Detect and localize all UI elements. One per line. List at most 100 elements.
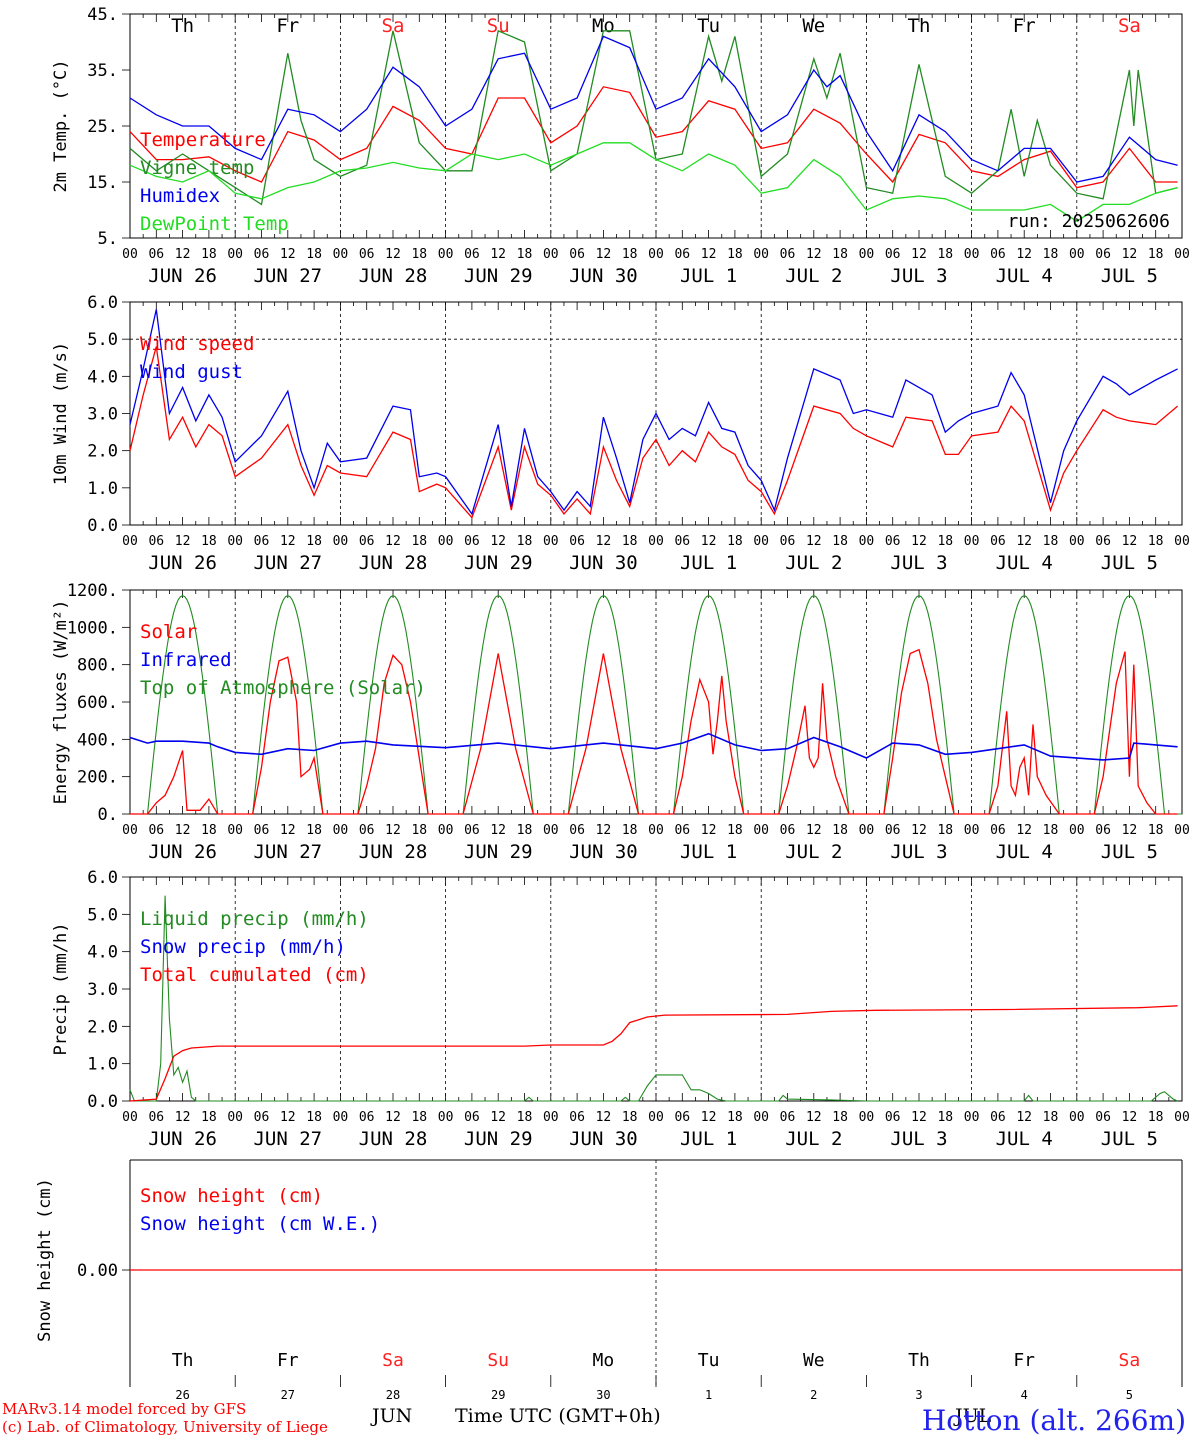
hour-tick-label: 00 bbox=[859, 1110, 875, 1125]
hour-tick-label: 00 bbox=[543, 534, 559, 549]
hour-tick-label: 18 bbox=[622, 823, 638, 838]
hour-tick-label: 18 bbox=[832, 1110, 848, 1125]
hour-tick-label: 00 bbox=[964, 823, 980, 838]
series-line-red bbox=[130, 648, 1178, 815]
date-label: JUN 28 bbox=[359, 841, 428, 863]
hour-tick-label: 06 bbox=[254, 247, 270, 262]
date-label: JUL 1 bbox=[680, 552, 737, 574]
hour-tick-label: 06 bbox=[359, 823, 375, 838]
hour-tick-label: 00 bbox=[227, 247, 243, 262]
hour-tick-label: 00 bbox=[122, 823, 138, 838]
date-label: JUL 3 bbox=[890, 552, 947, 574]
date-label: JUL 1 bbox=[680, 841, 737, 863]
hour-tick-label: 00 bbox=[543, 1110, 559, 1125]
hour-tick-label: 06 bbox=[885, 534, 901, 549]
hour-tick-label: 00 bbox=[333, 823, 349, 838]
hour-tick-label: 12 bbox=[911, 823, 927, 838]
hour-tick-label: 18 bbox=[517, 1110, 533, 1125]
hour-tick-label: 06 bbox=[674, 1110, 690, 1125]
hour-tick-label: 12 bbox=[490, 534, 506, 549]
hour-tick-label: 06 bbox=[990, 247, 1006, 262]
weekday-label: Tu bbox=[698, 1350, 720, 1371]
series-line-red bbox=[129, 346, 1179, 519]
hour-tick-label: 12 bbox=[385, 823, 401, 838]
date-label: JUN 29 bbox=[464, 841, 533, 863]
month-label-jun: JUN bbox=[372, 1405, 413, 1427]
hour-tick-label: 18 bbox=[832, 247, 848, 262]
hour-tick-label: 06 bbox=[1095, 1110, 1111, 1125]
hour-tick-label: 12 bbox=[596, 1110, 612, 1125]
y-tick-label: 35. bbox=[87, 61, 118, 81]
hour-tick-label: 18 bbox=[1043, 823, 1059, 838]
hour-tick-label: 18 bbox=[517, 534, 533, 549]
hour-tick-label: 12 bbox=[175, 247, 191, 262]
hour-tick-label: 00 bbox=[543, 247, 559, 262]
y-tick-label: 2.0 bbox=[87, 1017, 118, 1037]
weekday-label: We bbox=[802, 15, 825, 37]
legend-label: Solar bbox=[140, 621, 197, 643]
hour-tick-label: 00 bbox=[1069, 823, 1085, 838]
hour-tick-label: 12 bbox=[806, 1110, 822, 1125]
hour-tick-label: 06 bbox=[148, 1110, 164, 1125]
hour-tick-label: 00 bbox=[1174, 1110, 1190, 1125]
hour-tick-label: 06 bbox=[359, 534, 375, 549]
hour-tick-label: 00 bbox=[122, 1110, 138, 1125]
time-axis-label: Time UTC (GMT+0h) bbox=[455, 1405, 661, 1427]
weekday-label: Sa bbox=[1119, 1350, 1141, 1371]
date-label: JUL 5 bbox=[1101, 265, 1158, 287]
weekday-label: Sa bbox=[382, 1350, 404, 1371]
hour-tick-label: 18 bbox=[201, 247, 217, 262]
y-axis-label: Snow height (cm) bbox=[35, 1178, 55, 1342]
run-label: run: 2025062606 bbox=[1007, 211, 1170, 232]
hour-tick-label: 18 bbox=[937, 823, 953, 838]
day-number-label: 28 bbox=[386, 1388, 400, 1402]
hour-tick-label: 00 bbox=[753, 247, 769, 262]
y-tick-label: 5.0 bbox=[87, 905, 118, 925]
hour-tick-label: 00 bbox=[438, 534, 454, 549]
legend-label: Snow precip (mm/h) bbox=[140, 936, 346, 958]
hour-tick-label: 18 bbox=[411, 823, 427, 838]
hour-tick-label: 06 bbox=[569, 1110, 585, 1125]
hour-tick-label: 18 bbox=[411, 247, 427, 262]
y-axis-label: Energy fluxes (W/m²) bbox=[51, 600, 71, 805]
hour-tick-label: 18 bbox=[832, 823, 848, 838]
weekday-label: Fr bbox=[276, 15, 299, 37]
hour-tick-label: 06 bbox=[148, 534, 164, 549]
y-tick-label: 6.0 bbox=[87, 868, 118, 888]
hour-tick-label: 06 bbox=[885, 823, 901, 838]
series-line-green bbox=[129, 895, 1178, 1102]
hour-tick-label: 00 bbox=[964, 1110, 980, 1125]
hour-tick-label: 18 bbox=[1043, 247, 1059, 262]
legend-label: Temperature bbox=[140, 129, 266, 151]
date-label: JUL 4 bbox=[996, 265, 1053, 287]
weekday-label: Tu bbox=[697, 15, 720, 37]
copyright-text: (c) Lab. of Climatology, University of L… bbox=[2, 1418, 328, 1436]
hour-tick-label: 00 bbox=[333, 1110, 349, 1125]
hour-tick-label: 00 bbox=[648, 534, 664, 549]
hour-tick-label: 06 bbox=[254, 823, 270, 838]
station-title: Hotton (alt. 266m) bbox=[921, 1404, 1186, 1437]
y-tick-label: 2.0 bbox=[87, 442, 118, 462]
hour-tick-label: 00 bbox=[438, 1110, 454, 1125]
hour-tick-label: 12 bbox=[596, 247, 612, 262]
y-tick-label: 1200. bbox=[67, 581, 118, 601]
hour-tick-label: 18 bbox=[727, 823, 743, 838]
legend-label: Snow height (cm W.E.) bbox=[140, 1213, 380, 1235]
hour-tick-label: 06 bbox=[1095, 247, 1111, 262]
hour-tick-label: 00 bbox=[964, 247, 980, 262]
hour-tick-label: 06 bbox=[885, 1110, 901, 1125]
legend-label: Vigne temp bbox=[140, 157, 254, 179]
hour-tick-label: 18 bbox=[306, 1110, 322, 1125]
date-label: JUN 26 bbox=[148, 552, 217, 574]
hour-tick-label: 12 bbox=[1122, 534, 1138, 549]
hour-tick-label: 18 bbox=[622, 247, 638, 262]
hour-tick-label: 12 bbox=[490, 1110, 506, 1125]
hour-tick-label: 06 bbox=[780, 1110, 796, 1125]
date-label: JUN 27 bbox=[253, 841, 322, 863]
hour-tick-label: 06 bbox=[359, 247, 375, 262]
hour-tick-label: 00 bbox=[543, 823, 559, 838]
hour-tick-label: 18 bbox=[201, 534, 217, 549]
day-number-label: 29 bbox=[491, 1388, 505, 1402]
hour-tick-label: 12 bbox=[385, 247, 401, 262]
